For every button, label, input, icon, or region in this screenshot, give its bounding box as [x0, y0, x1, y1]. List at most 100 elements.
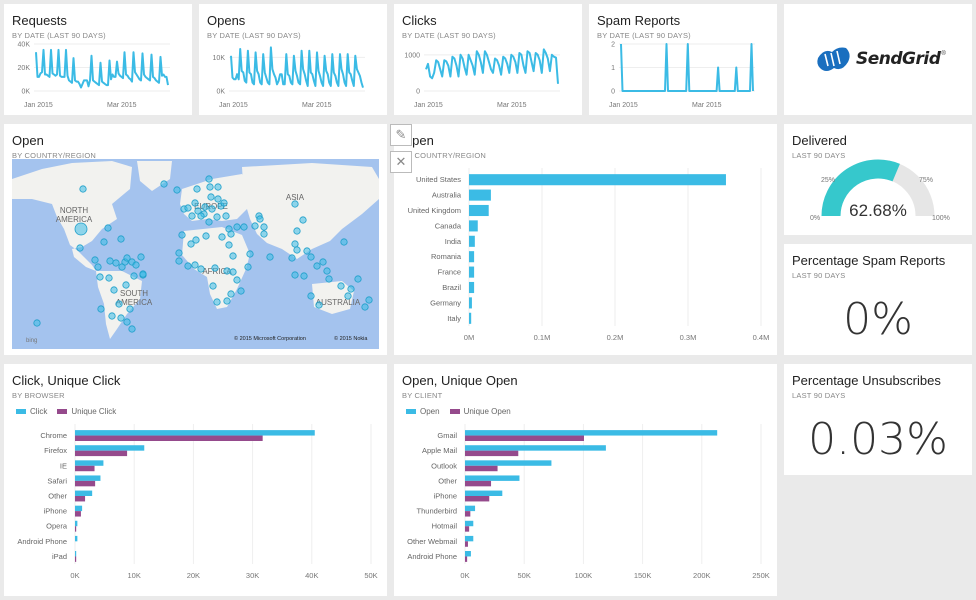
bar	[469, 312, 472, 324]
map-bubble	[105, 274, 113, 282]
map-bubble	[79, 185, 87, 193]
tile-delivered[interactable]: Delivered LAST 90 DAYS 0% 25% 75% 100% 6…	[784, 124, 972, 235]
map-bubble	[209, 282, 217, 290]
asia-land	[242, 163, 379, 259]
map-bubble	[202, 232, 210, 240]
bar	[465, 460, 552, 466]
y-tick-label: 20K	[18, 65, 31, 72]
tile-spam-reports[interactable]: Spam Reports BY DATE (LAST 90 DAYS) 0 1 2 J…	[589, 4, 777, 115]
map-bubble	[213, 213, 221, 221]
category-label: United States	[416, 175, 461, 184]
map-bubble	[291, 200, 299, 208]
map-bubble	[266, 253, 274, 261]
world-map[interactable]: NORTHAMERICASOUTHAMERICAEUROPEASIAAFRICA…	[12, 159, 379, 349]
remove-tile-button[interactable]: ✕	[390, 151, 412, 173]
tile-requests[interactable]: Requests BY DATE (LAST 90 DAYS) 0K 20K 40K…	[4, 4, 192, 115]
y-tick-label: 40K	[18, 42, 31, 49]
x-tick-label: 50K	[364, 571, 377, 580]
tile-unsubscribe-percentage[interactable]: Percentage Unsubscribes LAST 90 DAYS 0.0…	[784, 364, 972, 475]
legend-item-open[interactable]: Open	[406, 407, 440, 416]
map-bubble	[207, 193, 215, 201]
legend-swatch	[57, 409, 68, 414]
bar	[75, 450, 128, 457]
bar	[469, 297, 472, 309]
map-bubble	[139, 270, 147, 278]
legend-swatch	[449, 409, 460, 414]
x-tick-label: 20K	[187, 571, 200, 580]
map-region-label: AMERICA	[56, 215, 93, 224]
map-bubble	[340, 238, 348, 246]
tile-title: Opens	[207, 13, 246, 28]
gauge-tick-0: 0%	[810, 215, 820, 222]
map-bubble	[260, 223, 268, 231]
series-line	[230, 46, 364, 88]
bar	[75, 460, 104, 466]
map-bubble	[223, 267, 231, 275]
map-bubble	[300, 272, 308, 280]
spam-sparkline: 0 1 2 Jan 2015 Mar 2015	[609, 42, 755, 109]
map-bubble	[319, 258, 327, 266]
bar	[75, 505, 83, 512]
tile-subtitle: BY COUNTRY/REGION	[12, 151, 96, 160]
tile-logo[interactable]: SendGrid ®	[784, 4, 972, 115]
bar	[465, 511, 471, 517]
tile-click-by-browser[interactable]: Click, Unique Click BY BROWSER Click Uni…	[4, 364, 387, 596]
map-bubble	[347, 285, 355, 293]
map-bubble	[137, 253, 145, 261]
edit-tile-button[interactable]: ✎	[390, 124, 412, 146]
map-bubble	[307, 253, 315, 261]
map-bubble	[197, 212, 205, 220]
tile-title: Percentage Spam Reports	[792, 253, 946, 268]
tile-map[interactable]: Open BY COUNTRY/REGION NORTH AMERICA SOUTH…	[4, 124, 387, 355]
map-bubble	[106, 257, 114, 265]
bar	[465, 480, 492, 487]
bar	[469, 266, 475, 278]
map-bubble	[208, 205, 216, 213]
sendgrid-logo-icon	[817, 47, 850, 71]
tile-title: Open	[12, 133, 44, 148]
tile-open-by-country[interactable]: Open BY COUNTRY/REGION 0M 0.1M 0.2M 0.3M 0.4…	[394, 124, 777, 355]
x-tick-label: 0.3M	[680, 333, 697, 342]
tile-clicks[interactable]: Clicks BY DATE (LAST 90 DAYS) 0 1000 Jan 2…	[394, 4, 582, 115]
x-tick-label: 0M	[464, 333, 474, 342]
chart-legend: Open Unique Open	[406, 407, 511, 416]
map-bubble	[337, 282, 345, 290]
legend-item-unique-click[interactable]: Unique Click	[57, 407, 116, 416]
map-region-label: AMERICA	[116, 298, 153, 307]
gauge-tick-25: 25%	[821, 177, 835, 184]
category-label: United Kingdom	[408, 206, 461, 215]
bar	[465, 490, 503, 496]
series-line	[425, 48, 559, 84]
tile-open-by-client[interactable]: Open, Unique Open BY CLIENT Open Unique …	[394, 364, 777, 596]
north-america-land	[12, 161, 132, 271]
map-bubble	[184, 262, 192, 270]
map-bubble	[213, 298, 221, 306]
bar	[75, 556, 77, 562]
map-bubble	[365, 296, 373, 304]
tile-subtitle: LAST 90 DAYS	[792, 151, 846, 160]
category-label: iPad	[52, 552, 67, 561]
tile-opens[interactable]: Opens BY DATE (LAST 90 DAYS) 0K 10K Jan 20…	[199, 4, 387, 115]
bar	[75, 430, 315, 436]
map-bubble	[315, 301, 323, 309]
y-tick-label: 2	[611, 42, 615, 49]
x-tick-label: 100K	[575, 571, 593, 580]
series-line	[620, 43, 754, 92]
tile-spam-percentage[interactable]: Percentage Spam Reports LAST 90 DAYS 0%	[784, 244, 972, 355]
y-tick-label: 10K	[213, 55, 226, 62]
bar	[465, 556, 468, 562]
legend-item-unique-open[interactable]: Unique Open	[449, 407, 511, 416]
category-label: Android Phone	[17, 537, 67, 546]
map-bubble	[325, 275, 333, 283]
map-region-label: SOUTH	[120, 289, 148, 298]
map-bubble	[192, 236, 200, 244]
category-label: Australia	[432, 191, 462, 200]
bar	[465, 541, 468, 547]
x-tick-label: 30K	[246, 571, 259, 580]
map-bubble	[291, 271, 299, 279]
legend-swatch	[406, 409, 416, 414]
legend-item-click[interactable]: Click	[16, 407, 47, 416]
gauge-fill	[821, 159, 900, 217]
x-tick-label: 0.2M	[607, 333, 624, 342]
map-bubble	[251, 222, 259, 230]
